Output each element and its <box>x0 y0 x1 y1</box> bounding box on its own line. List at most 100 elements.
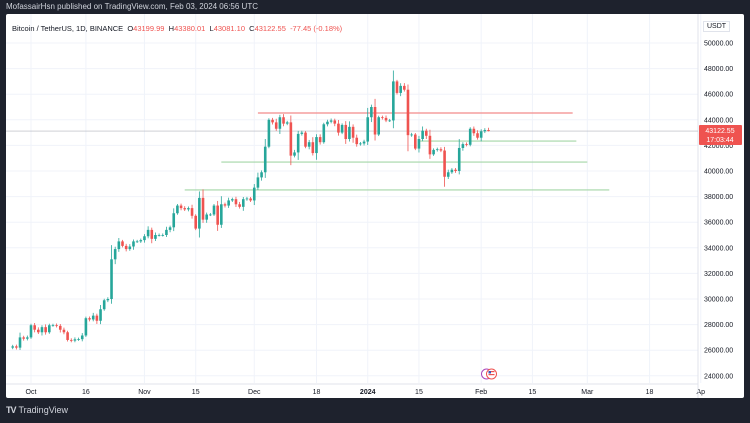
candle-body <box>483 130 487 132</box>
candle-body <box>91 315 95 320</box>
candle-body <box>209 214 212 216</box>
candle-body <box>66 332 69 340</box>
candle-body <box>322 124 326 143</box>
candle-body <box>366 117 370 142</box>
candle-body <box>333 120 337 124</box>
candle-body <box>231 199 234 201</box>
candle-body <box>468 128 472 145</box>
candle-body <box>172 213 176 228</box>
time-tick-label: 18 <box>313 389 321 396</box>
candle-body <box>476 133 479 138</box>
candle-body <box>307 142 311 147</box>
candle-body <box>388 120 391 122</box>
candle-body <box>234 199 238 205</box>
candle-body <box>304 132 307 147</box>
candle-body <box>457 147 461 171</box>
low-label: L <box>209 24 214 33</box>
candle-body <box>461 144 465 148</box>
last-price-value: 43122.55 <box>705 128 734 135</box>
candle-body <box>33 325 36 330</box>
chart-panel[interactable] <box>6 14 744 398</box>
candle-body <box>18 337 22 348</box>
flag-canton <box>488 371 491 374</box>
price-tick-label: 28000.00 <box>704 322 733 329</box>
bar-countdown: 17:03:44 <box>706 137 733 144</box>
candle-body <box>176 205 179 214</box>
candle-body <box>55 325 58 327</box>
candle-body <box>271 119 274 123</box>
candle-body <box>194 215 197 229</box>
symbol-title[interactable]: Bitcoin / TetherUS, 1D, BINANCE <box>12 24 124 33</box>
candle-body <box>154 235 157 239</box>
candle-body <box>146 229 150 237</box>
logo-text: TradingView <box>18 405 69 415</box>
candle-body <box>183 208 187 210</box>
candle-body <box>296 133 300 153</box>
close-label: C <box>249 24 255 33</box>
candle-body <box>381 117 384 119</box>
candle-body <box>289 122 293 156</box>
candle-body <box>99 309 102 321</box>
candle-body <box>110 259 113 299</box>
time-tick-label: 2024 <box>360 389 376 396</box>
candle-body <box>227 200 230 206</box>
candle-body <box>106 299 110 301</box>
price-tick-label: 32000.00 <box>704 271 733 278</box>
candle-body <box>73 339 77 341</box>
time-tick-label: 16 <box>82 389 90 396</box>
candle-body <box>403 85 406 90</box>
candle-body <box>143 236 146 241</box>
candle-body <box>428 135 432 155</box>
candle-body <box>29 325 33 338</box>
candle-body <box>370 107 373 118</box>
candle-body <box>399 85 402 93</box>
time-tick-label: 18 <box>646 389 654 396</box>
time-tick-label: 15 <box>192 389 200 396</box>
time-tick-label: Feb <box>475 389 487 396</box>
change-value: -77.45 (-0.18%) <box>290 24 343 33</box>
candle-body <box>359 143 362 145</box>
candle-body <box>395 81 399 93</box>
candle-body <box>285 122 289 124</box>
candle-body <box>245 198 249 200</box>
tradingview-logo[interactable]: TV TradingView <box>6 405 68 415</box>
candle-body <box>150 229 154 239</box>
candle-body <box>40 327 44 333</box>
candle-body <box>88 318 91 320</box>
candle-body <box>58 325 62 330</box>
candle-body <box>311 142 315 154</box>
candle-body <box>51 325 55 327</box>
price-tick-label: 40000.00 <box>704 169 733 176</box>
candle-body <box>340 124 344 133</box>
price-tick-label: 42000.00 <box>704 143 733 150</box>
close-value: 43122.55 <box>254 24 286 33</box>
candle-body <box>344 124 348 139</box>
candle-body <box>121 241 124 246</box>
candle-body <box>421 130 424 139</box>
candle-body <box>168 227 172 230</box>
candle-body <box>256 177 260 188</box>
price-tick-label: 36000.00 <box>704 220 733 227</box>
candle-body <box>11 346 14 348</box>
candle-body <box>326 121 329 125</box>
candle-body <box>124 245 128 250</box>
candle-body <box>139 240 143 242</box>
time-tick-label: Dec <box>248 389 261 396</box>
candle-body <box>77 339 80 340</box>
currency-unit-button[interactable]: USDT <box>703 21 731 32</box>
candle-body <box>315 137 318 154</box>
price-tick-label: 30000.00 <box>704 297 733 304</box>
candle-body <box>220 204 223 225</box>
candle-body <box>187 208 190 210</box>
candle-body <box>102 300 106 310</box>
time-tick-label: 15 <box>529 389 537 396</box>
time-tick-label: Ap <box>696 389 705 396</box>
candle-body <box>190 208 194 216</box>
price-tick-label: 24000.00 <box>704 373 733 380</box>
candle-body <box>417 139 421 149</box>
candle-body <box>48 325 51 333</box>
candle-body <box>443 150 446 177</box>
candle-body <box>198 197 201 229</box>
candle-body <box>362 141 366 144</box>
